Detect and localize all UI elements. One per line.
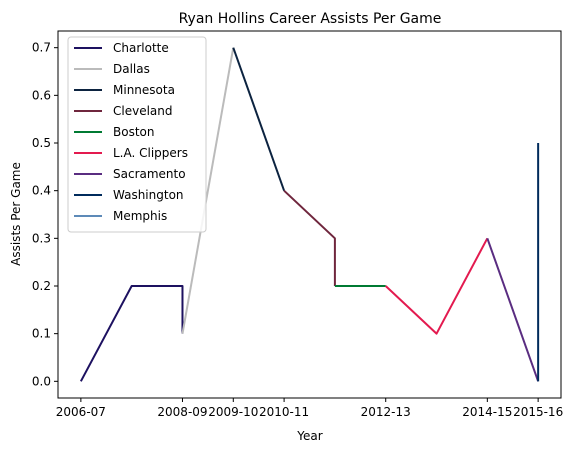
series-line-6 (486, 237, 540, 382)
y-tick-label: 0.3 (32, 231, 51, 245)
legend: Charlotte Dallas Minnesota Cleveland Boston L… (67, 36, 207, 233)
y-tick-label: 0.4 (32, 184, 51, 198)
legend-entry: Boston (113, 125, 154, 139)
legend-entry: Dallas (113, 62, 150, 76)
y-tick-label: 0.1 (32, 327, 51, 341)
series-line-0 (79, 284, 184, 382)
y-tick-label: 0.2 (32, 279, 51, 293)
plot-frame (57, 30, 562, 399)
legend-entry: L.A. Clippers (113, 146, 188, 160)
legend-entry: Minnesota (113, 83, 175, 97)
x-axis: 2006-07 2008-09 2009-10 2010-11 2012-13 2014-… (56, 398, 563, 419)
legend-entry: Charlotte (113, 41, 169, 55)
x-axis-label: Year (296, 429, 322, 443)
legend-entry: Sacramento (113, 167, 186, 181)
legend-box (67, 36, 207, 233)
x-tick-label: 2006-07 (56, 405, 106, 419)
y-tick-label: 0.6 (32, 88, 51, 102)
y-tick-label: 0.7 (32, 41, 51, 55)
chart-title: Ryan Hollins Career Assists Per Game (179, 11, 442, 27)
x-tick-label: 2012-13 (361, 405, 411, 419)
x-tick-label: 2008-09 (157, 405, 207, 419)
y-tick-label: 0.0 (32, 374, 51, 388)
y-axis: 0.0 0.1 0.2 0.3 0.4 0.5 0.6 0.7 (32, 41, 58, 388)
legend-entry: Washington (113, 188, 184, 202)
x-tick-label: 2015-16 (513, 405, 563, 419)
series-line-2 (232, 47, 286, 192)
x-tick-label: 2009-10 (208, 405, 258, 419)
legend-entry: Memphis (113, 209, 167, 223)
x-tick-label: 2014-15 (462, 405, 512, 419)
x-tick-label: 2010-11 (259, 405, 309, 419)
y-axis-label: Assists Per Game (9, 162, 23, 266)
plot-lines (79, 47, 540, 382)
series-line-3 (283, 189, 336, 286)
series-line-5 (385, 237, 489, 335)
y-tick-label: 0.5 (32, 136, 51, 150)
series-line-1 (181, 47, 235, 334)
legend-entry: Cleveland (113, 104, 173, 118)
